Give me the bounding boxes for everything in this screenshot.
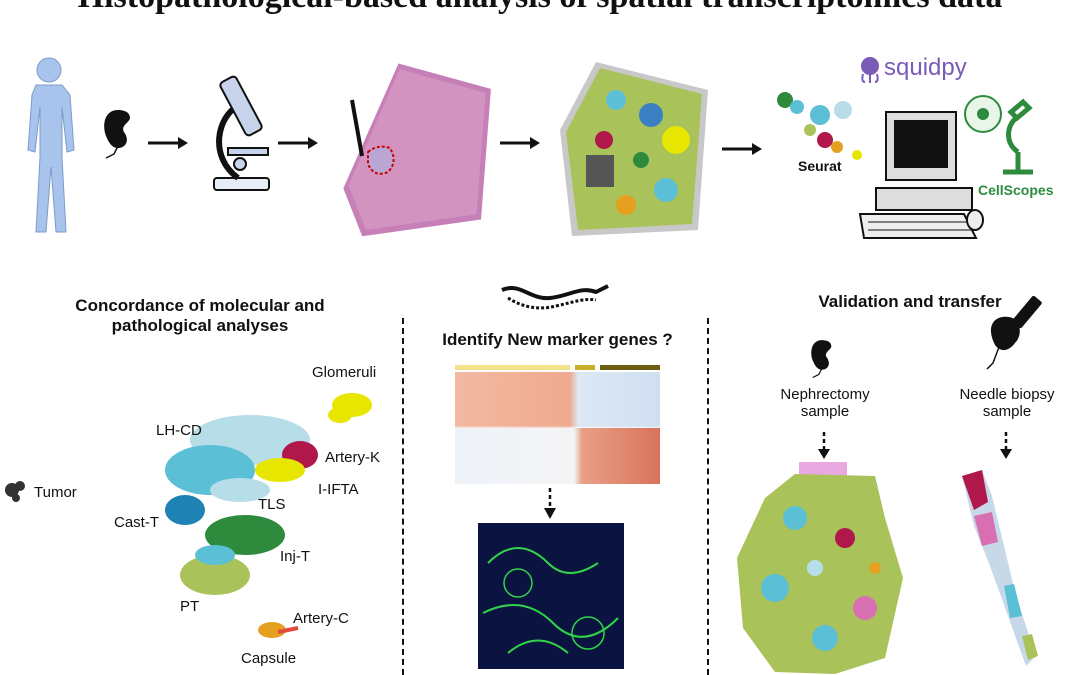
label-needle: Needle biopsy sample	[959, 386, 1055, 420]
arrow-down	[818, 432, 830, 459]
section-validation-title: Validation and transfer	[818, 292, 1002, 311]
arrow	[722, 143, 762, 155]
glomeruli-cluster	[328, 393, 372, 423]
label-inj-t: Inj-T	[280, 548, 310, 565]
arrow	[148, 137, 188, 149]
label-glomeruli: Glomeruli	[312, 364, 377, 381]
microscope-icon	[213, 75, 270, 191]
seurat-umap	[777, 92, 862, 160]
computer-icon	[858, 111, 978, 239]
label-i-ifta: I-IFTA	[318, 481, 359, 498]
human-body-icon	[27, 57, 75, 233]
section-concordance-title: Concordance of molecular and pathologica…	[75, 296, 325, 335]
mouse-icon	[966, 209, 984, 231]
label-nephrectomy: Nephrectomy sample	[780, 386, 870, 420]
cellscopes-logo-icon	[964, 95, 1033, 175]
arrow-down	[544, 488, 556, 519]
divider-right	[707, 318, 709, 675]
arrow	[278, 137, 318, 149]
page-title: Histopathological-based analysis of spat…	[0, 0, 1080, 16]
label-capsule: Capsule	[241, 650, 297, 667]
label-artery-k: Artery-K	[325, 449, 381, 466]
gene-heatmap-lower	[455, 428, 660, 484]
cluster-umap	[5, 393, 372, 638]
heatmap-group-bar-1	[455, 365, 570, 370]
kidney-icon	[104, 110, 130, 159]
he-tissue-section	[343, 63, 491, 237]
seurat-label: Seurat	[798, 158, 842, 174]
label-tls: TLS	[258, 496, 286, 513]
squidpy-logo-icon	[861, 57, 879, 83]
arrow	[500, 137, 540, 149]
label-lh-cd: LH-CD	[156, 422, 202, 439]
mouse-silhouette-icon	[501, 284, 609, 310]
label-pt: PT	[180, 598, 200, 615]
label-tumor: Tumor	[34, 484, 77, 501]
cellscopes-label: CellScopes	[978, 182, 1054, 198]
arrow-down	[1000, 432, 1012, 459]
heatmap-group-bar-2	[575, 365, 595, 370]
capsule-cluster	[258, 622, 299, 638]
divider-left	[402, 318, 404, 675]
label-artery-c: Artery-C	[293, 610, 349, 627]
label-cast-t: Cast-T	[114, 514, 159, 531]
spatial-cluster-map	[560, 62, 708, 236]
immunofluorescence-image	[478, 523, 624, 669]
nephrectomy-spatial-map	[737, 462, 903, 674]
heatmap-group-bar-3	[600, 365, 660, 370]
section-markers-title: Identify New marker genes ?	[442, 330, 673, 349]
kidney-icon-nephrectomy	[811, 340, 832, 379]
tumor-cluster	[5, 481, 25, 502]
squidpy-label: squidpy	[884, 54, 967, 81]
main-cloud	[165, 415, 318, 595]
needle-biopsy-spatial-map	[962, 470, 1038, 666]
syringe-icon	[986, 295, 1042, 370]
